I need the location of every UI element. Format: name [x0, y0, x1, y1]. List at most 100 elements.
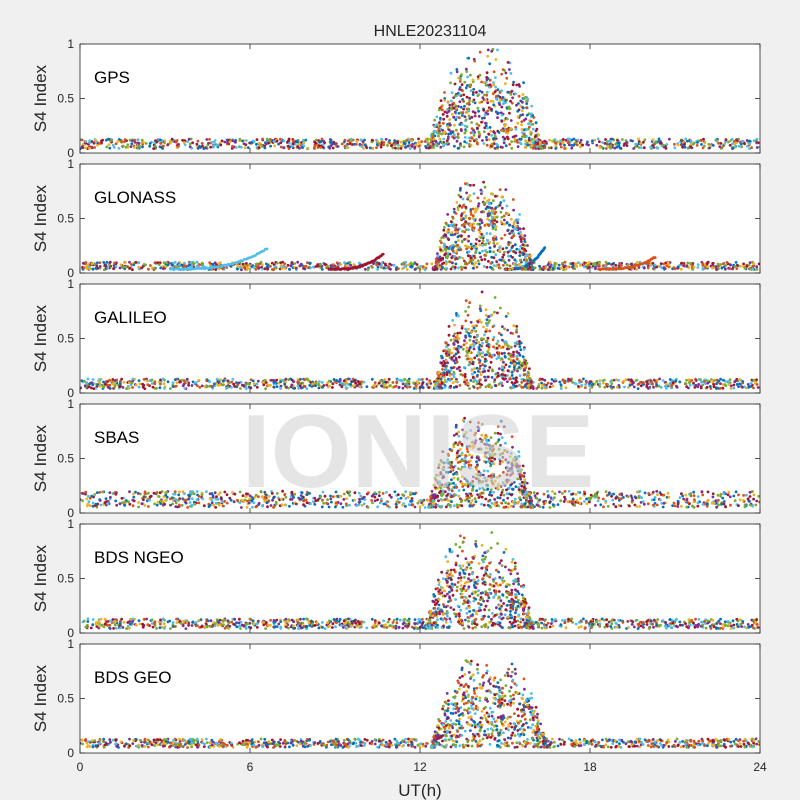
plot-area [80, 44, 760, 153]
data-point [480, 290, 484, 294]
data-point [462, 100, 465, 103]
data-point [475, 138, 478, 141]
data-point [380, 261, 384, 265]
data-point [480, 80, 483, 84]
data-point [573, 267, 577, 271]
data-point [522, 133, 526, 136]
data-point [668, 378, 672, 381]
data-point [489, 99, 493, 103]
data-point [501, 325, 504, 328]
data-point [392, 263, 396, 267]
data-point [494, 384, 498, 387]
data-point [118, 382, 122, 386]
data-point [489, 129, 493, 133]
data-point [703, 144, 706, 148]
data-point [541, 377, 544, 381]
data-point [188, 145, 192, 149]
data-point [484, 330, 488, 333]
data-point [529, 380, 533, 384]
data-point [223, 140, 227, 144]
data-point [601, 141, 604, 144]
data-point [525, 362, 529, 365]
data-point [457, 193, 461, 197]
data-point [722, 378, 725, 382]
data-point [259, 490, 263, 493]
data-point [665, 264, 668, 267]
data-point [735, 138, 738, 142]
data-point [454, 118, 458, 121]
data-point [128, 386, 131, 390]
data-point [153, 380, 157, 384]
data-point [699, 378, 702, 381]
data-point [495, 357, 499, 361]
data-point [354, 381, 358, 385]
data-point [506, 90, 510, 94]
data-point [519, 137, 523, 141]
data-point [308, 261, 311, 265]
data-point [752, 497, 755, 501]
data-point [600, 146, 604, 149]
data-point [216, 497, 220, 501]
data-point [85, 264, 89, 268]
data-point [452, 223, 456, 227]
data-point [462, 204, 465, 207]
data-point [292, 386, 295, 390]
data-point [523, 364, 527, 368]
data-point [468, 217, 472, 221]
data-point [264, 142, 268, 146]
data-point [734, 141, 738, 145]
data-point [433, 118, 436, 122]
data-point [296, 384, 300, 388]
data-point [84, 146, 88, 150]
data-point [384, 380, 388, 384]
data-point [493, 224, 496, 228]
data-point [606, 144, 610, 148]
data-point [263, 495, 267, 499]
data-point [656, 146, 659, 150]
data-point [436, 252, 439, 256]
data-point [217, 262, 221, 265]
data-point [466, 196, 470, 200]
data-point [506, 312, 510, 315]
data-point [646, 382, 650, 386]
data-point [501, 102, 505, 106]
data-point [526, 379, 530, 383]
data-point [480, 210, 483, 214]
data-point [523, 135, 527, 139]
data-point [98, 142, 102, 145]
data-point [260, 145, 264, 148]
data-point [486, 343, 490, 347]
data-point [449, 132, 452, 136]
data-point [252, 140, 256, 144]
data-point [627, 386, 630, 389]
data-point [576, 138, 580, 142]
data-point [455, 201, 459, 204]
data-point [478, 101, 482, 104]
data-point [502, 141, 506, 145]
data-point [458, 100, 462, 104]
data-point [465, 247, 468, 251]
data-point [381, 252, 385, 256]
data-point [174, 505, 178, 508]
data-point [235, 385, 239, 389]
data-point [488, 212, 492, 215]
data-point [292, 139, 295, 143]
data-point [146, 491, 150, 495]
data-point [283, 262, 287, 266]
data-point [460, 123, 464, 126]
data-point [162, 261, 166, 265]
data-point [501, 384, 504, 387]
data-point [467, 107, 471, 111]
data-point [105, 138, 108, 142]
data-point [362, 147, 365, 150]
data-point [370, 377, 374, 381]
data-point [452, 370, 456, 374]
data-point [603, 142, 607, 145]
data-point [438, 121, 441, 125]
data-point [432, 137, 436, 141]
data-point [463, 140, 467, 144]
data-point [399, 140, 403, 144]
data-point [563, 143, 566, 147]
data-point [468, 360, 472, 364]
data-point [493, 90, 497, 94]
